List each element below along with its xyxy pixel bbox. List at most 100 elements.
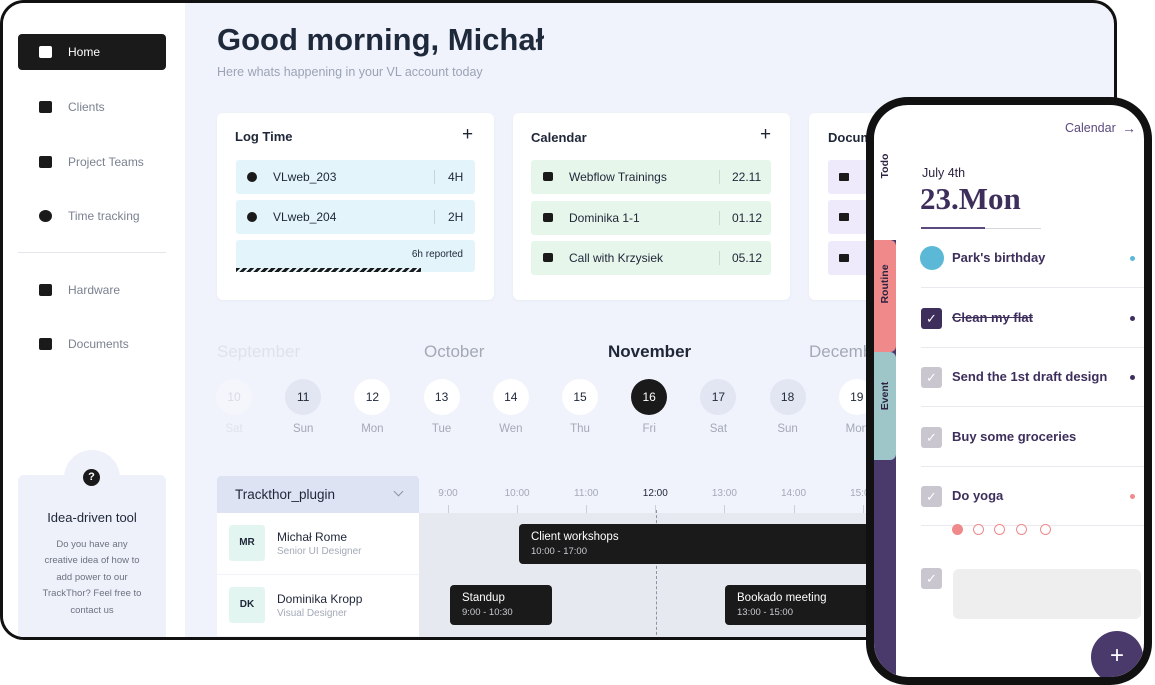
nav-item[interactable]: Home	[68, 45, 101, 59]
folder-icon	[839, 213, 849, 221]
task-dot	[1130, 494, 1135, 499]
day-name: Sun	[292, 423, 314, 435]
checkbox[interactable]: ✓	[921, 486, 942, 507]
day-number[interactable]: 16	[631, 379, 668, 415]
nav-item[interactable]: Time tracking	[68, 209, 140, 223]
event-block[interactable]	[519, 524, 879, 564]
day-number[interactable]: 18	[769, 379, 806, 415]
calendar-link[interactable]: Calendar	[1065, 121, 1116, 135]
day-number[interactable]: 11	[285, 379, 322, 415]
day-number[interactable]: 12	[354, 379, 391, 415]
folder-icon	[839, 173, 849, 181]
event-entry-bg	[531, 241, 771, 275]
birthday-icon	[920, 246, 944, 270]
event-title: Bookado meeting	[737, 592, 827, 604]
project-select[interactable]	[217, 476, 419, 513]
progress-dot	[952, 524, 963, 535]
task-divider	[921, 465, 1144, 467]
hour-label: 9:00	[438, 488, 458, 499]
progress-dot	[994, 524, 1005, 535]
new-task-input[interactable]	[953, 569, 1141, 619]
event-entry-date: 05.12	[732, 251, 763, 265]
task-divider	[921, 346, 1144, 348]
progress-dot	[1016, 524, 1027, 535]
checkbox[interactable]: ✓	[921, 568, 942, 589]
underline-active	[921, 227, 985, 229]
promo-icon: ?	[83, 469, 100, 486]
separator	[719, 210, 720, 225]
log-entry-name: VLweb_203	[273, 170, 337, 184]
event-title: Client workshops	[531, 531, 619, 543]
hour-tick	[793, 505, 795, 513]
day-number[interactable]: 17	[700, 379, 737, 415]
hour-label: 14:00	[780, 488, 807, 499]
event-entry-bg	[531, 200, 771, 235]
task-divider	[921, 525, 1144, 526]
day-name: Mon	[361, 423, 384, 435]
task-text: Clean my flat	[952, 309, 1033, 325]
page-title: Good morning, Michał	[217, 22, 545, 57]
day-name: Fri	[642, 423, 656, 435]
hour-tick	[655, 505, 657, 513]
month-label[interactable]: September	[217, 342, 301, 361]
avatar: DK	[229, 587, 265, 623]
nav-item[interactable]: Project Teams	[68, 155, 144, 169]
month-label[interactable]: November	[608, 342, 692, 361]
day-name: Thu	[570, 423, 590, 435]
checkbox[interactable]: ✓	[921, 307, 942, 329]
event-entry-date: 22.11	[732, 170, 762, 184]
task-dot	[1130, 256, 1135, 261]
fab[interactable]: +	[1091, 631, 1143, 677]
nav-icon	[39, 284, 52, 296]
divider	[18, 252, 166, 253]
nav-icon	[39, 46, 52, 58]
checkbox[interactable]: ✓	[921, 367, 942, 388]
tab[interactable]	[874, 240, 896, 352]
task-dot	[1130, 315, 1135, 321]
event-time: 10:00 - 17:00	[531, 546, 587, 557]
nav-icon	[39, 210, 52, 222]
task-text: Buy some groceries	[952, 428, 1077, 444]
add-button[interactable]: +	[462, 124, 474, 145]
task-text: Park's birthday	[952, 250, 1046, 265]
checkbox[interactable]: ✓	[921, 426, 942, 448]
separator	[434, 170, 435, 184]
project-name: Trackthor_plugin	[235, 487, 336, 502]
log-entry-hours: 4H	[448, 170, 464, 184]
add-button[interactable]: +	[760, 124, 772, 145]
day-number[interactable]: 15	[562, 379, 598, 415]
tab[interactable]	[874, 352, 896, 460]
arrow: →	[1122, 120, 1136, 136]
person-name: Michał Rome	[277, 530, 348, 544]
event-time: 9:00 - 10:30	[462, 607, 513, 618]
hour-tick	[862, 505, 864, 513]
person-role: Visual Designer	[277, 608, 347, 619]
event-time: 13:00 - 15:00	[737, 607, 793, 618]
nav-item[interactable]: Documents	[68, 337, 129, 351]
event-block[interactable]	[725, 585, 875, 625]
day-number[interactable]: 13	[423, 379, 460, 415]
hour-label: 10:00	[504, 488, 530, 499]
event-entry-name: Call with Krzysiek	[569, 251, 664, 265]
task-dot	[1130, 375, 1135, 380]
card-title: Log Time	[235, 129, 293, 144]
nav-item[interactable]: Hardware	[68, 283, 121, 297]
folder-icon	[839, 254, 849, 262]
progress-dot	[973, 524, 984, 535]
event-block[interactable]	[450, 585, 552, 625]
day-number[interactable]: 14	[492, 379, 529, 415]
hour-label: 12:00	[642, 488, 668, 499]
bot-icon	[543, 212, 553, 222]
day-name: Mon	[845, 423, 868, 435]
separator	[434, 210, 435, 224]
nav-item[interactable]: Clients	[68, 100, 105, 114]
event-entry-name: Webflow Trainings	[569, 170, 667, 184]
day-number[interactable]: 10	[216, 379, 252, 415]
tab-label: Routine	[879, 264, 891, 304]
tab[interactable]	[874, 105, 896, 240]
log-entry-bg	[236, 200, 475, 234]
month-label[interactable]: October	[424, 342, 485, 361]
bot-icon	[543, 253, 553, 262]
hour-label: 13:00	[711, 488, 737, 499]
